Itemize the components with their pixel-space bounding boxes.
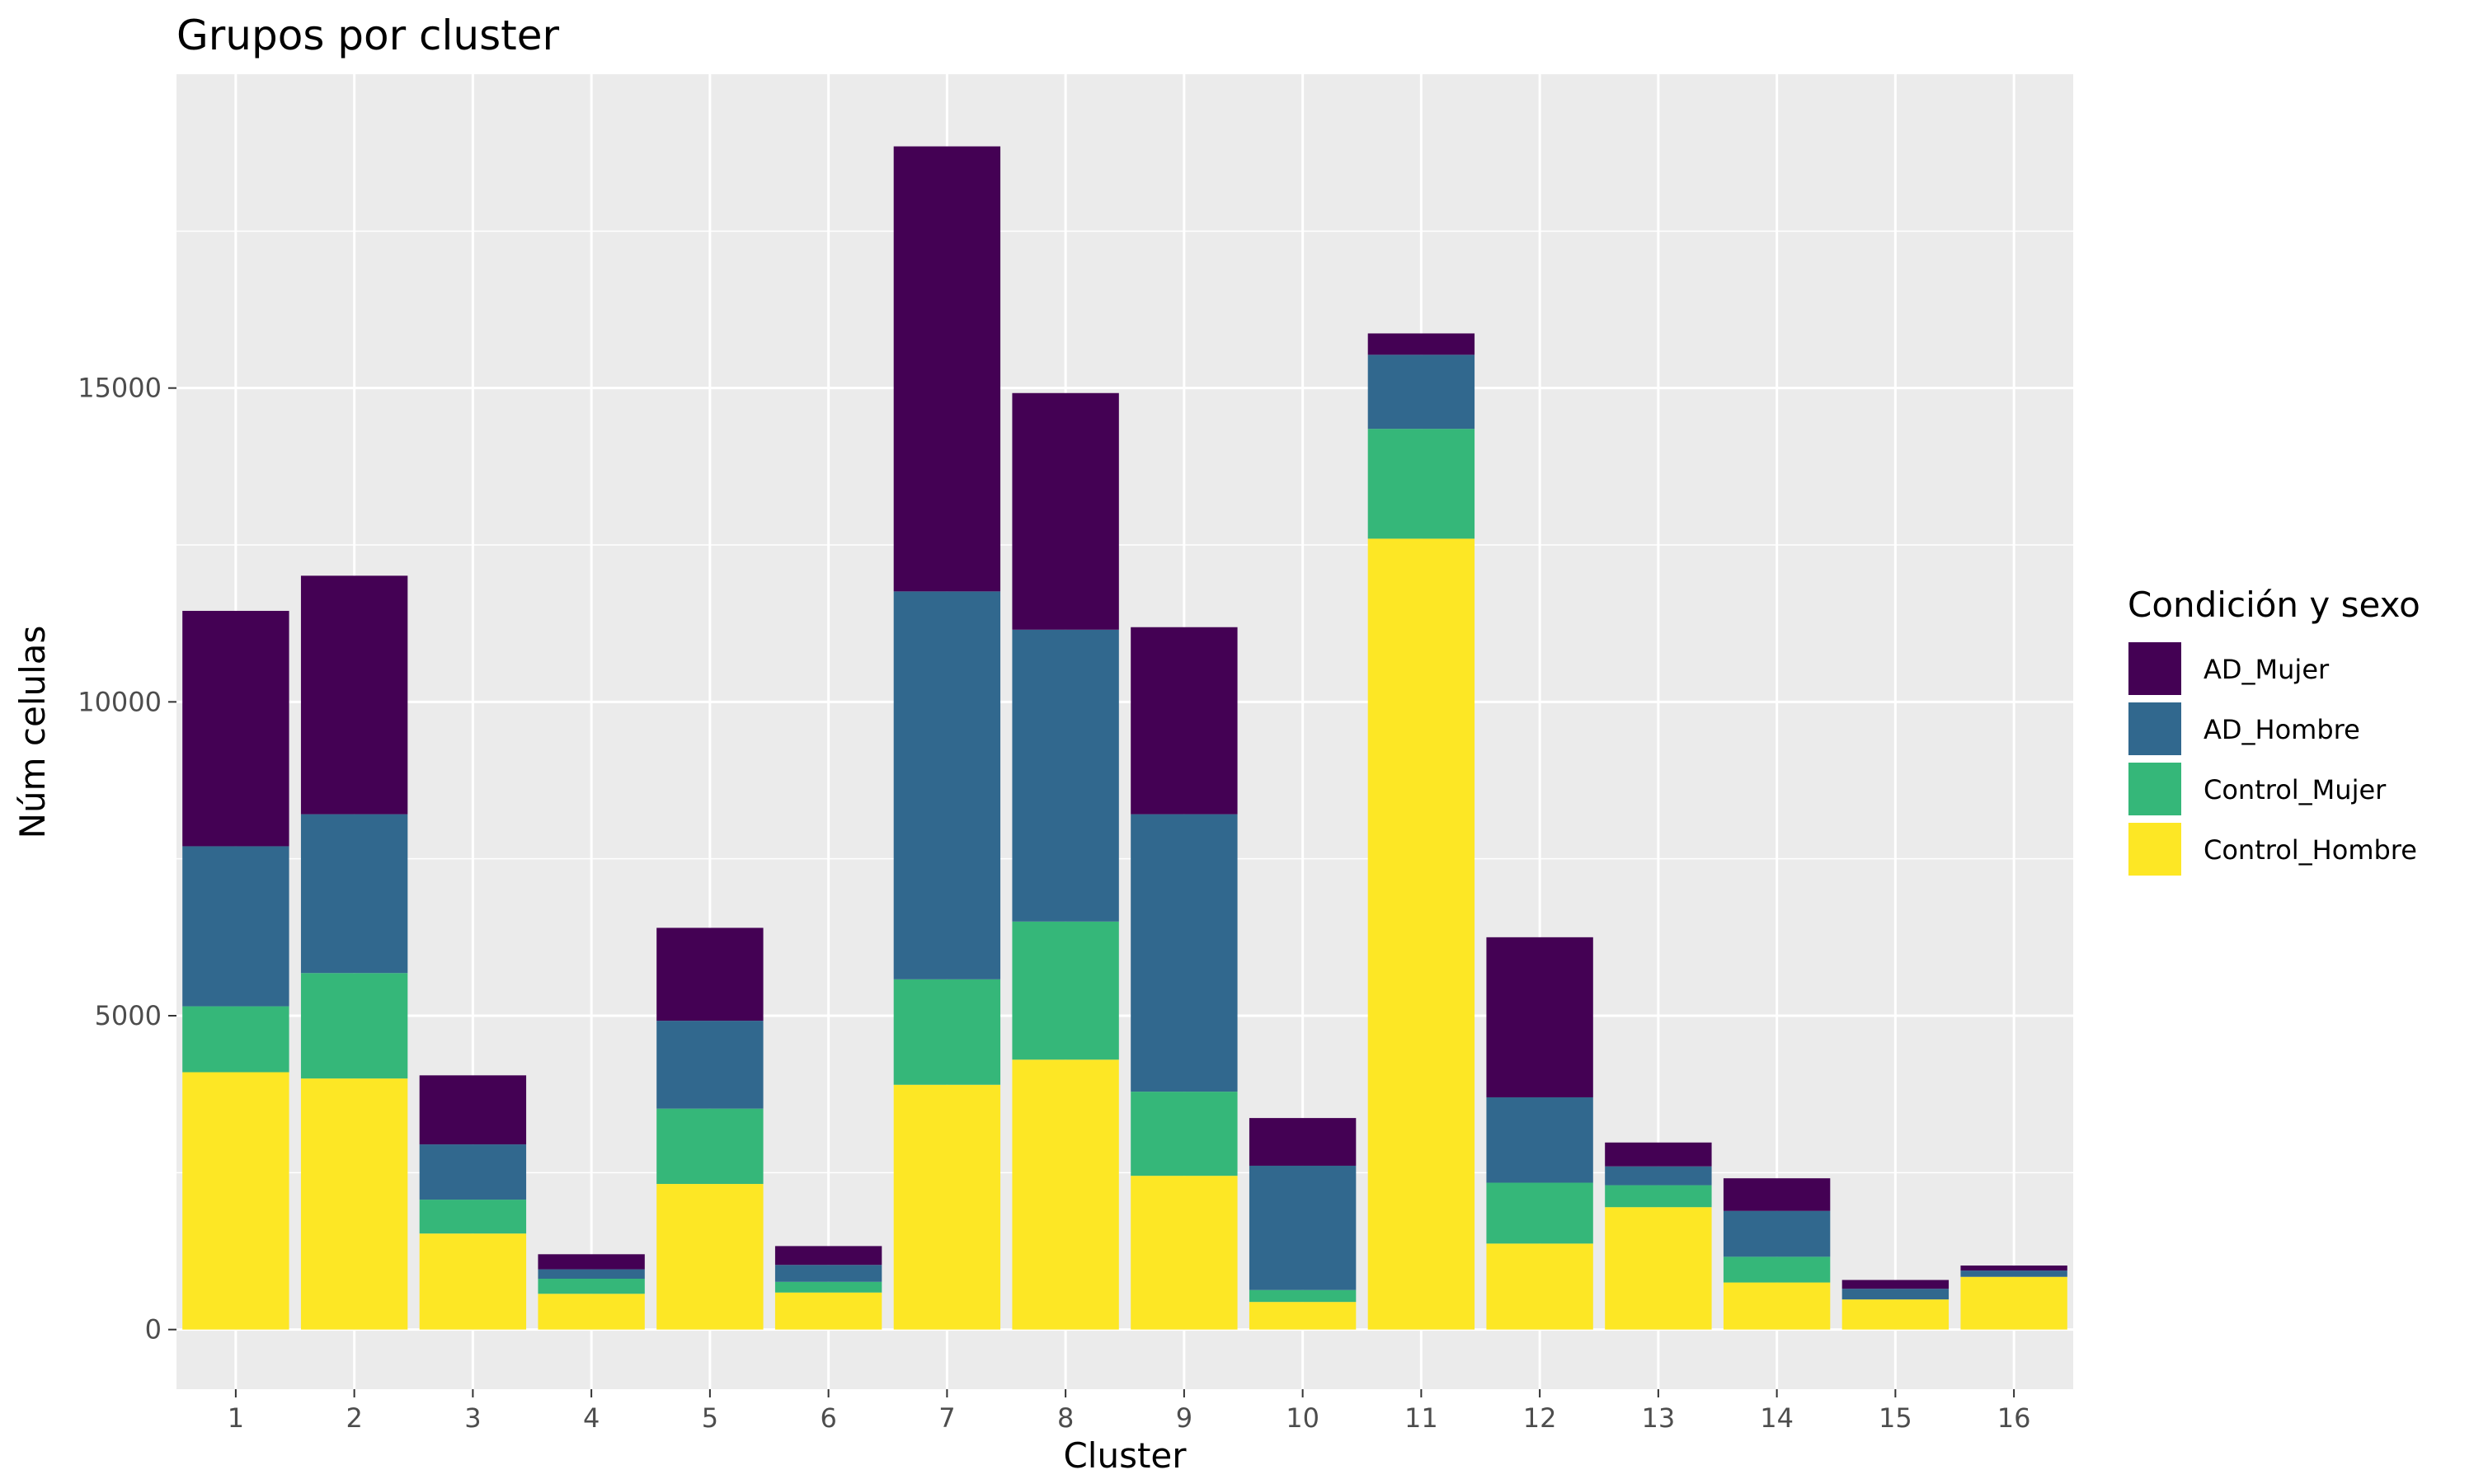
x-axis: 1 2 3 4 5 6 7 8 9 10 11 12 13 14 15 16	[228, 1389, 2031, 1434]
bar-segment	[300, 575, 408, 815]
bar-segment	[774, 1265, 882, 1282]
y-tick-label: 10000	[78, 686, 162, 717]
bar-segment	[419, 1144, 527, 1200]
x-tick-label: 6	[820, 1402, 836, 1434]
chart-title: Grupos por cluster	[176, 12, 560, 59]
bar-segment	[182, 1006, 289, 1073]
y-axis: 0 5000 10000 15000	[78, 373, 176, 1345]
bar-segment	[1841, 1299, 1950, 1330]
x-tick-label: 4	[583, 1402, 600, 1434]
bar-segment	[1012, 1059, 1119, 1330]
bar-segment	[182, 610, 289, 847]
bar-segment	[893, 591, 1001, 979]
bar-segment	[1249, 1118, 1357, 1166]
y-axis-title: Núm celulas	[12, 626, 53, 839]
bar-segment	[538, 1254, 645, 1270]
bar-segment	[1131, 814, 1238, 1092]
x-tick-label: 12	[1523, 1402, 1557, 1434]
y-tick-label: 0	[145, 1314, 162, 1345]
bar-segment	[300, 814, 408, 974]
bar-segment	[1012, 629, 1119, 922]
bar-segment	[538, 1294, 645, 1330]
legend-label: AD_Mujer	[2204, 654, 2330, 685]
legend-title: Condición y sexo	[2128, 585, 2420, 625]
bar-segment	[1605, 1166, 1712, 1186]
legend-key	[2127, 761, 2183, 817]
bar-segment	[1249, 1289, 1357, 1303]
bar-segment	[656, 1184, 764, 1330]
x-tick-label: 9	[1176, 1402, 1192, 1434]
bar-segment	[1131, 627, 1238, 815]
x-tick-label: 3	[464, 1402, 481, 1434]
x-tick-label: 8	[1057, 1402, 1074, 1434]
bar-segment	[656, 1021, 764, 1109]
bar-segment	[1605, 1207, 1712, 1330]
bar-segment	[1841, 1289, 1950, 1300]
bar-segment	[1367, 538, 1475, 1330]
bar-segment	[656, 928, 764, 1021]
x-tick-label: 5	[702, 1402, 718, 1434]
bar-segment	[893, 146, 1001, 592]
bar-segment	[1960, 1276, 2067, 1330]
x-tick-label: 14	[1760, 1402, 1794, 1434]
x-axis-title: Cluster	[1063, 1435, 1187, 1476]
x-tick-label: 11	[1404, 1402, 1438, 1434]
bar-segment	[1723, 1178, 1831, 1211]
bar-segment	[656, 1108, 764, 1185]
x-tick-label: 10	[1286, 1402, 1319, 1434]
legend-key	[2127, 821, 2183, 877]
bar-segment	[774, 1292, 882, 1330]
x-tick-label: 2	[346, 1402, 362, 1434]
bar-segment	[419, 1200, 527, 1234]
legend: Condición y sexo AD_Mujer AD_Hombre Contro…	[2127, 585, 2420, 877]
bar-segment	[419, 1233, 527, 1330]
bar-segment	[1249, 1302, 1357, 1330]
bar-segment	[1249, 1165, 1357, 1290]
bar-segment	[1012, 392, 1119, 630]
bar-segment	[1960, 1270, 2067, 1277]
bar-segment	[538, 1279, 645, 1294]
bar-segment	[1486, 1097, 1593, 1183]
bar-segment	[1367, 333, 1475, 355]
bar-segment	[1605, 1185, 1712, 1208]
bar-segment	[1131, 1176, 1238, 1330]
bar-segment	[1367, 429, 1475, 539]
bar-segment	[774, 1246, 882, 1266]
x-tick-label: 7	[938, 1402, 955, 1434]
bar-segment	[300, 973, 408, 1079]
legend-key	[2127, 641, 2183, 697]
bar-segment	[1131, 1092, 1238, 1176]
x-tick-label: 16	[1997, 1402, 2031, 1434]
bar-segment	[893, 1084, 1001, 1330]
bar-segment	[300, 1078, 408, 1330]
bar-segment	[538, 1269, 645, 1280]
bar-segment	[1723, 1210, 1831, 1257]
legend-key	[2127, 701, 2183, 757]
bar-segment	[1723, 1256, 1831, 1283]
bar-segment	[774, 1281, 882, 1293]
x-tick-label: 13	[1642, 1402, 1676, 1434]
bar-segment	[1367, 355, 1475, 430]
y-tick-label: 5000	[95, 1000, 162, 1031]
bar-segment	[182, 1072, 289, 1330]
legend-label: Control_Hombre	[2204, 834, 2417, 866]
x-tick-label: 15	[1879, 1402, 1912, 1434]
bar-segment	[1486, 1243, 1593, 1330]
bar-segment	[1605, 1142, 1712, 1167]
bars	[182, 146, 2067, 1330]
bar-segment	[893, 979, 1001, 1085]
bar-segment	[1960, 1266, 2067, 1271]
y-tick-label: 15000	[78, 373, 162, 404]
x-tick-label: 1	[228, 1402, 244, 1434]
bar-segment	[1486, 1182, 1593, 1244]
bar-segment	[1723, 1282, 1831, 1330]
bar-segment	[419, 1075, 527, 1145]
bar-segment	[1486, 937, 1593, 1097]
legend-label: AD_Hombre	[2204, 714, 2360, 745]
bar-segment	[182, 846, 289, 1007]
legend-label: Control_Mujer	[2204, 774, 2387, 805]
bar-segment	[1012, 921, 1119, 1060]
bar-segment	[1841, 1280, 1950, 1289]
